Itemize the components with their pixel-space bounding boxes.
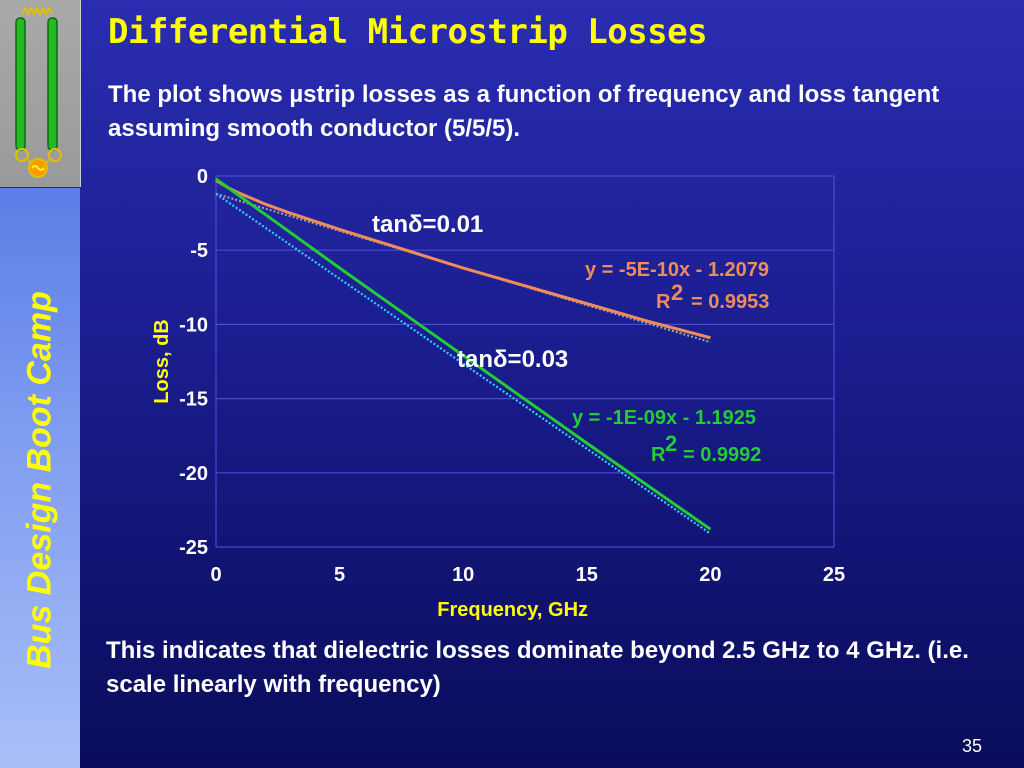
x-tick-labels: 0 5 10 15 20 25 (210, 564, 845, 586)
series-line-0 (215, 179, 711, 340)
logo-icon (15, 5, 62, 178)
y-tick-label: -5 (190, 240, 208, 262)
y-tick-label: -25 (179, 537, 208, 559)
y-tick-label: 0 (197, 166, 208, 188)
y-tick-label: -15 (179, 389, 208, 411)
trend-r2-sup-tan001: 2 (671, 280, 683, 305)
y-axis-title: Loss, dB (151, 319, 173, 403)
y-tick-label: -20 (179, 463, 208, 485)
x-tick-label: 0 (210, 564, 221, 586)
slide-subtitle: The plot shows µstrip losses as a functi… (108, 81, 940, 142)
logo-panel (0, 0, 81, 187)
page-number: 35 (962, 736, 983, 756)
trend-equation-tan003: y = -1E-09x - 1.1925 (572, 407, 756, 429)
x-tick-label: 15 (576, 564, 598, 586)
trend-r2-value-tan001: = 0.9953 (691, 291, 769, 313)
trend-r2-label-tan001: R (656, 291, 671, 313)
y-tick-labels: 0 -5 -10 -15 -20 -25 (179, 166, 208, 559)
series-lines (215, 177, 712, 535)
x-tick-label: 25 (823, 564, 845, 586)
series-line-1 (215, 177, 712, 531)
y-tick-label: -10 (179, 314, 208, 336)
trend-equation-tan001: y = -5E-10x - 1.2079 (585, 259, 769, 281)
x-tick-label: 10 (452, 564, 474, 586)
trend-r2-sup-tan003: 2 (665, 431, 677, 456)
series-label-tan001: tanδ=0.01 (372, 211, 483, 238)
x-tick-label: 5 (334, 564, 345, 586)
sidebar (0, 188, 80, 768)
slide-title: Differential Microstrip Losses (108, 12, 708, 52)
conclusion-text: This indicates that dielectric losses do… (106, 637, 969, 698)
x-axis-title: Frequency, GHz (437, 599, 588, 621)
series-label-tan003: tanδ=0.03 (457, 346, 568, 373)
trend-r2-value-tan003: = 0.9992 (683, 444, 761, 466)
x-tick-label: 20 (699, 564, 721, 586)
gridlines (215, 175, 835, 548)
trend-r2-label-tan003: R (651, 444, 666, 466)
